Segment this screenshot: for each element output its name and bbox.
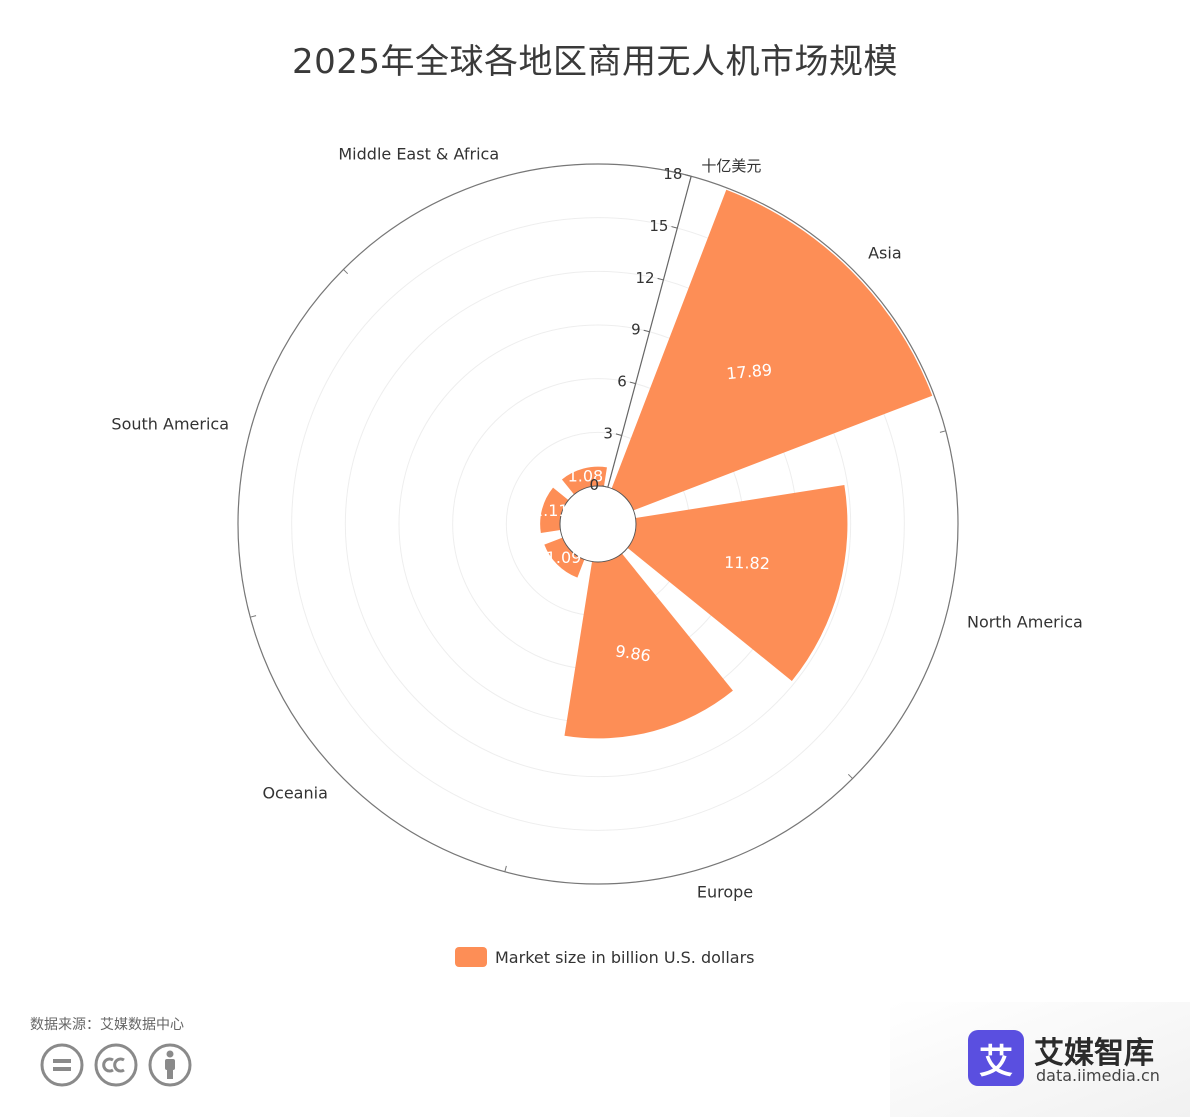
radial-tick-label: 6 bbox=[617, 373, 627, 391]
bar-asia[interactable] bbox=[611, 189, 933, 511]
bar-middle-east-africa[interactable] bbox=[561, 466, 607, 495]
bar-north-america[interactable] bbox=[627, 484, 848, 681]
category-label: Middle East & Africa bbox=[338, 145, 499, 164]
angle-axis-tick bbox=[250, 615, 257, 618]
radial-axis-tick bbox=[601, 485, 608, 488]
radial-tick-label: 3 bbox=[603, 424, 613, 442]
logo-mark-icon: 艾 bbox=[968, 1030, 1024, 1086]
bar-south-america[interactable] bbox=[540, 487, 569, 534]
grid-circle bbox=[344, 270, 852, 778]
radial-tick-label: 0 bbox=[589, 476, 599, 494]
category-label: South America bbox=[111, 415, 229, 434]
category-label: Asia bbox=[868, 243, 902, 262]
angle-axis-tick bbox=[504, 865, 507, 872]
data-label: 1.09 bbox=[546, 548, 582, 567]
chart-bars bbox=[540, 189, 933, 739]
chart-axes bbox=[237, 163, 959, 885]
person-icon bbox=[148, 1043, 192, 1087]
radial-axis-tick bbox=[643, 329, 650, 333]
category-label: Oceania bbox=[262, 784, 327, 803]
bar-europe[interactable] bbox=[564, 553, 733, 739]
radial-tick-label: 9 bbox=[631, 321, 641, 339]
radial-axis-tick bbox=[657, 277, 664, 281]
category-label: North America bbox=[967, 612, 1083, 631]
angle-axis-tick bbox=[343, 269, 349, 275]
radial-axis-tick bbox=[685, 174, 692, 177]
grid-circle bbox=[291, 217, 905, 831]
logo-background bbox=[890, 1002, 1190, 1117]
legend-swatch bbox=[455, 947, 487, 967]
equals-icon bbox=[40, 1043, 84, 1087]
angle-axis-tick bbox=[939, 430, 946, 433]
radial-tick-label: 12 bbox=[636, 269, 655, 287]
radial-axis-tick bbox=[629, 381, 636, 385]
chart-legend[interactable]: Market size in billion U.S. dollars bbox=[455, 945, 755, 969]
bar-oceania[interactable] bbox=[544, 537, 585, 578]
data-label: 17.89 bbox=[726, 360, 773, 383]
chart-title: 2025年全球各地区商用无人机市场规模 bbox=[291, 42, 899, 82]
data-label: 1.08 bbox=[568, 467, 604, 486]
radial-axis-tick bbox=[671, 226, 678, 229]
data-label: 1.11 bbox=[533, 501, 569, 520]
logo-brand: 艾媒智库 bbox=[1034, 1036, 1154, 1071]
radial-axis-tick bbox=[615, 433, 622, 436]
legend-label: Market size in billion U.S. dollars bbox=[495, 947, 755, 967]
data-label: 11.82 bbox=[724, 553, 770, 573]
outer-axis-circle bbox=[237, 163, 959, 885]
inner-axis-circle bbox=[559, 485, 637, 563]
cc-icon bbox=[94, 1043, 138, 1087]
data-source: 数据来源：艾媒数据中心 bbox=[30, 1017, 184, 1033]
radial-tick-label: 18 bbox=[663, 165, 682, 183]
angle-axis-tick bbox=[847, 773, 853, 779]
radial-axis-unit: 十亿美元 bbox=[701, 157, 761, 175]
category-label: Europe bbox=[697, 882, 753, 901]
radial-tick-label: 15 bbox=[649, 217, 668, 235]
logo-url: data.iimedia.cn bbox=[1036, 1066, 1160, 1085]
